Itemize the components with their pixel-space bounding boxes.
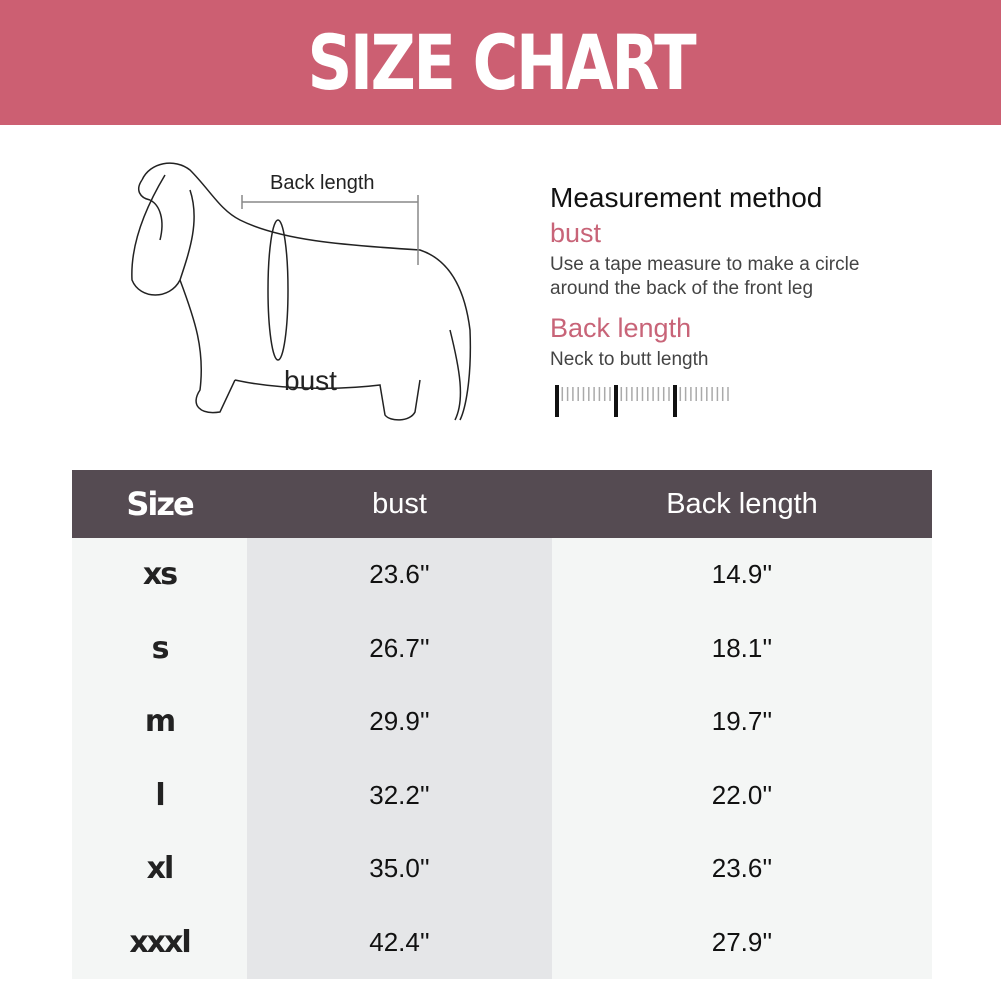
size-cell: xxxl	[72, 905, 247, 979]
back-length-description: Neck to butt length	[550, 349, 709, 370]
table-row: m 29.9'' 19.7''	[72, 685, 932, 759]
tape-measure-icon	[555, 385, 729, 417]
measurement-method: Measurement method bust Use a tape measu…	[550, 182, 910, 372]
back-length-cell: 27.9''	[552, 905, 932, 979]
back-length-heading: Back length	[550, 313, 692, 343]
bust-label: bust	[284, 365, 337, 396]
bust-cell: 29.9''	[247, 685, 552, 759]
header-back-length: Back length	[552, 470, 932, 538]
back-length-cell: 18.1''	[552, 611, 932, 685]
table-row: xl 35.0'' 23.6''	[72, 832, 932, 906]
bust-description: Use a tape measure to make a circle arou…	[550, 254, 860, 299]
size-cell: xl	[72, 832, 247, 906]
back-length-cell: 19.7''	[552, 685, 932, 759]
title-banner: SIZE CHART	[0, 0, 1001, 125]
dog-illustration	[131, 162, 472, 421]
bust-cell: 23.6''	[247, 538, 552, 612]
size-table: Size bust Back length xs 23.6'' 14.9'' s 26.…	[72, 470, 932, 979]
size-cell: m	[72, 685, 247, 759]
size-cell: l	[72, 758, 247, 832]
table-row: xxxl 42.4'' 27.9''	[72, 905, 932, 979]
size-cell: s	[72, 611, 247, 685]
back-length-label: Back length	[270, 172, 375, 194]
header-size: Size	[72, 470, 247, 538]
back-length-cell: 14.9''	[552, 538, 932, 612]
bust-cell: 32.2''	[247, 758, 552, 832]
back-length-cell: 22.0''	[552, 758, 932, 832]
size-cell: xs	[72, 538, 247, 612]
header-bust: bust	[247, 470, 552, 538]
back-length-cell: 23.6''	[552, 832, 932, 906]
method-title: Measurement method	[550, 182, 823, 213]
bust-cell: 35.0''	[247, 832, 552, 906]
bust-cell: 26.7''	[247, 611, 552, 685]
page-title: SIZE CHART	[307, 18, 696, 107]
table-row: s 26.7'' 18.1''	[72, 611, 932, 685]
bust-cell: 42.4''	[247, 905, 552, 979]
table-row: l 32.2'' 22.0''	[72, 758, 932, 832]
bust-heading: bust	[550, 218, 602, 248]
table-row: xs 23.6'' 14.9''	[72, 538, 932, 612]
